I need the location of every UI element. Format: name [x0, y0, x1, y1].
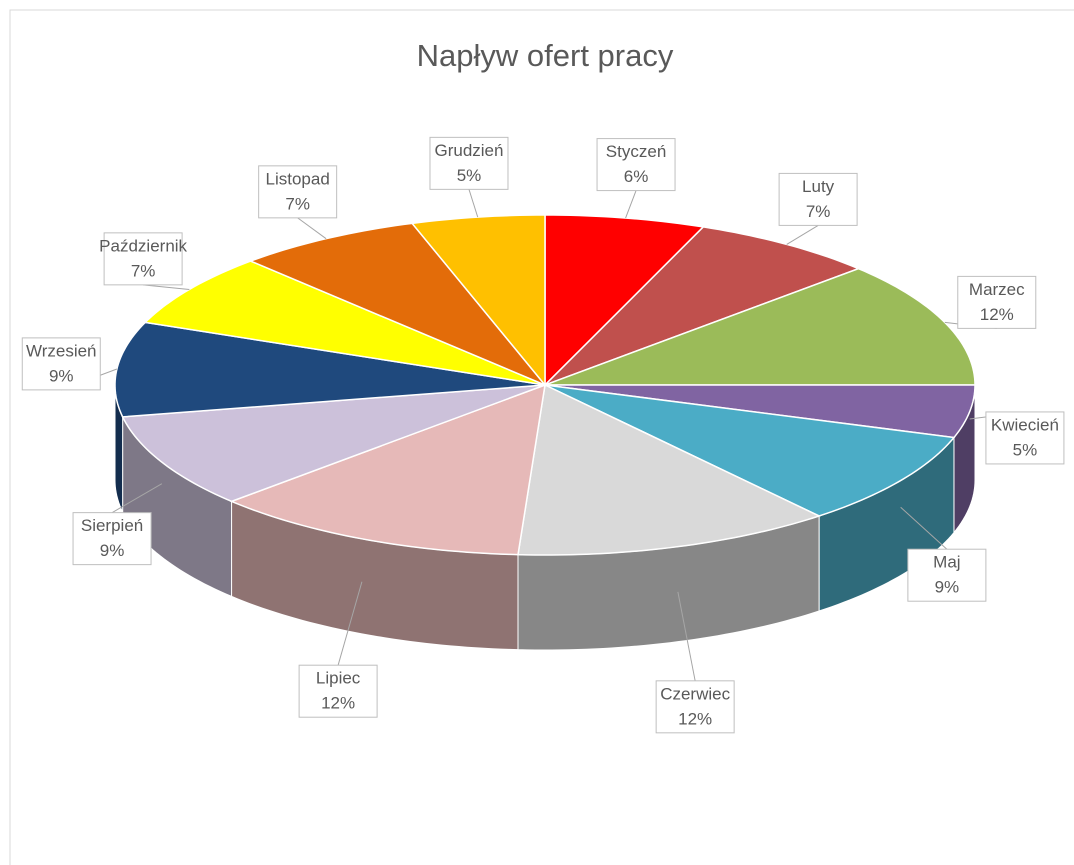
leader-line — [111, 483, 163, 514]
slice — [517, 383, 822, 556]
label-box — [907, 548, 987, 602]
category-label: Styczeń — [606, 142, 666, 161]
label-box — [655, 680, 735, 734]
label-box — [298, 664, 378, 718]
value-label: 6% — [624, 167, 649, 186]
label-box — [957, 275, 1037, 329]
label-box — [72, 512, 152, 566]
leader-line — [297, 217, 327, 240]
value-label: 12% — [678, 709, 712, 728]
category-label: Marzec — [969, 280, 1025, 299]
leader-line — [786, 224, 819, 245]
category-label: Wrzesień — [26, 341, 97, 360]
slice — [121, 384, 546, 503]
leader-line — [625, 190, 637, 219]
leader-line — [143, 284, 190, 290]
slice — [229, 383, 546, 556]
chart-title: Napływ ofert pracy — [417, 38, 674, 73]
value-label: 7% — [806, 202, 831, 221]
category-label: Październik — [99, 236, 187, 255]
category-label: Czerwiec — [660, 684, 730, 703]
leader-line — [900, 506, 948, 550]
leader-line — [677, 591, 696, 681]
slice — [544, 384, 956, 517]
value-label: 7% — [131, 261, 156, 280]
category-label: Sierpień — [81, 516, 143, 535]
category-label: Grudzień — [434, 141, 503, 160]
value-label: 5% — [457, 166, 482, 185]
label-box — [985, 411, 1065, 465]
value-label: 9% — [935, 578, 960, 597]
label-box — [21, 337, 101, 391]
value-label: 9% — [49, 366, 74, 385]
label-box — [596, 138, 676, 192]
label-box — [258, 165, 338, 219]
category-label: Luty — [802, 177, 835, 196]
label-box — [103, 232, 183, 286]
leader-line — [337, 581, 363, 666]
category-label: Kwiecień — [991, 415, 1059, 434]
slice — [544, 214, 705, 387]
value-label: 5% — [1013, 440, 1038, 459]
slice — [114, 321, 546, 418]
value-label: 12% — [321, 694, 355, 713]
label-box — [778, 172, 858, 226]
value-label: 12% — [980, 305, 1014, 324]
label-box — [429, 136, 509, 190]
category-label: Listopad — [266, 169, 330, 188]
category-label: Lipiec — [316, 669, 361, 688]
leader-line — [468, 189, 479, 218]
value-label: 9% — [100, 541, 125, 560]
category-label: Maj — [933, 553, 960, 572]
value-label: 7% — [285, 194, 310, 213]
